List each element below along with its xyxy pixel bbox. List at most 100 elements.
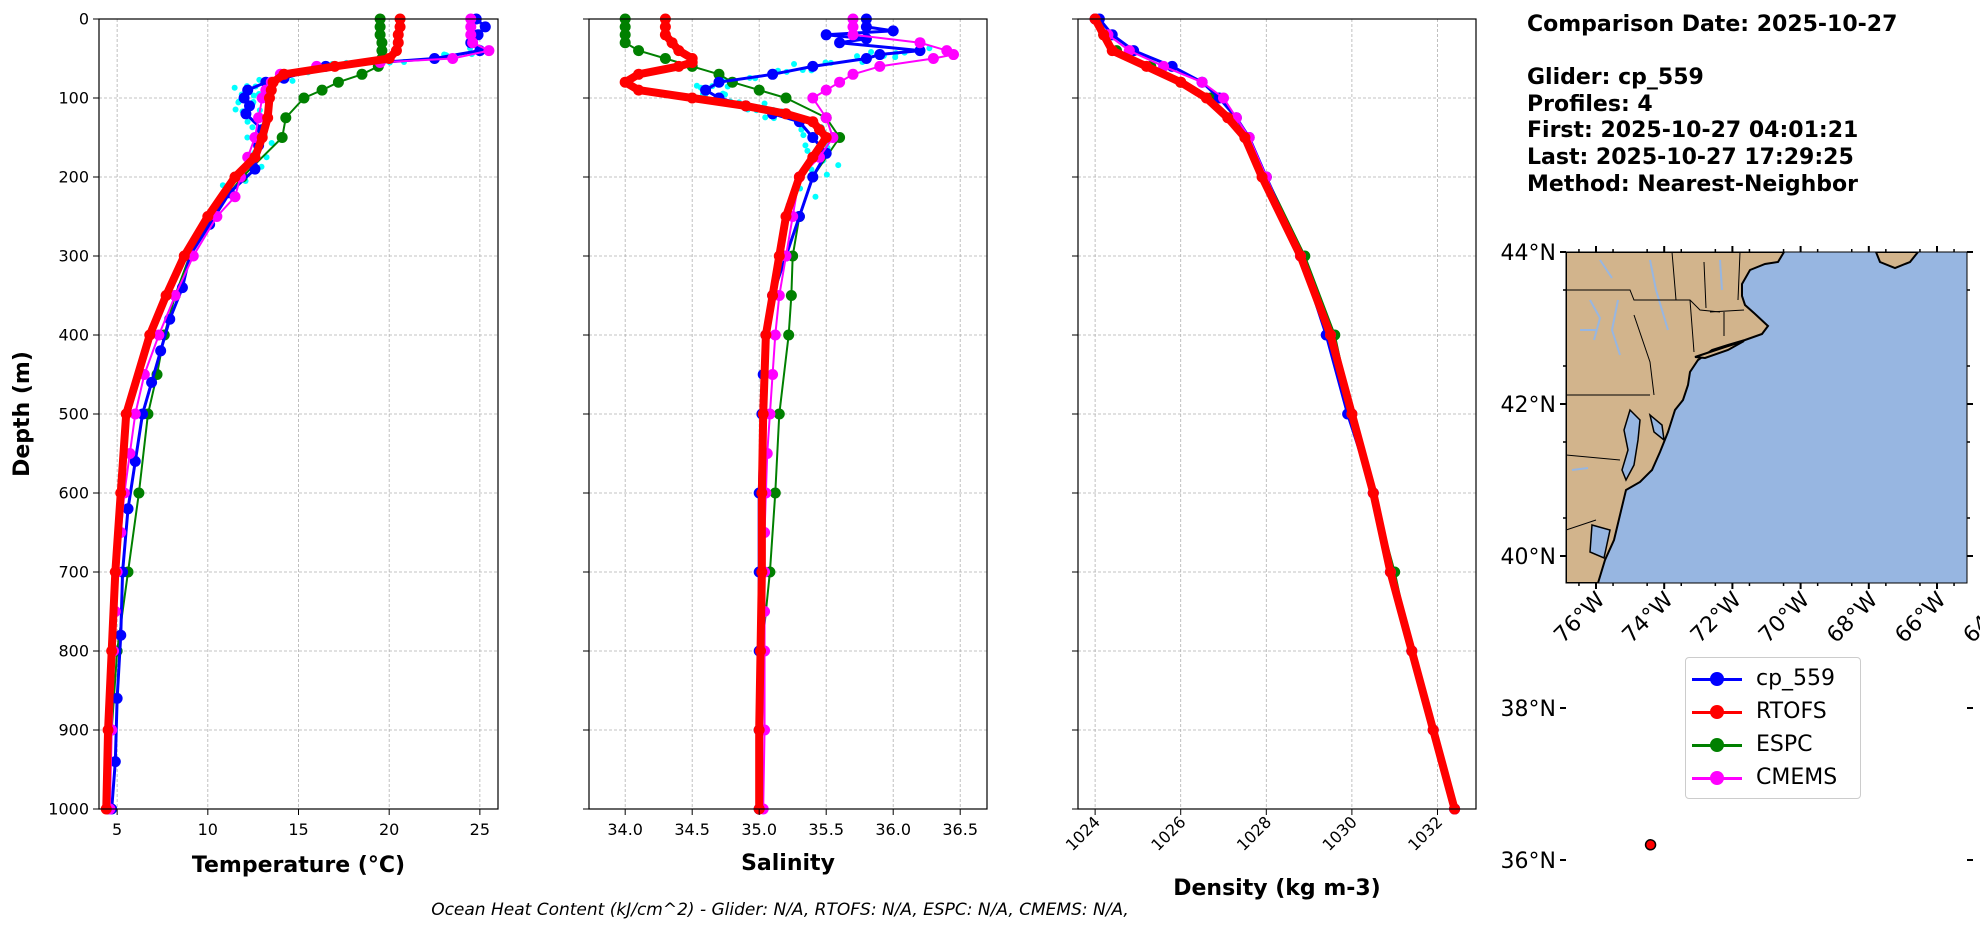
data-point <box>874 60 886 72</box>
glider-raw-point <box>868 48 875 55</box>
data-point <box>278 68 290 80</box>
data-point <box>773 250 785 262</box>
data-point <box>700 84 712 96</box>
x-tick-label: 1030 <box>1318 812 1360 854</box>
data-point <box>914 45 926 57</box>
last-profile-time: Last: 2025-10-27 17:29:25 <box>1527 144 1854 170</box>
map-state-borders <box>1566 252 1745 531</box>
data-point <box>447 53 459 64</box>
map-lat-label: 44°N <box>1501 241 1556 266</box>
data-point <box>785 290 797 301</box>
glider-raw-point <box>244 134 251 141</box>
data-point <box>820 84 832 96</box>
data-point <box>767 290 779 301</box>
data-point <box>807 92 819 104</box>
data-point <box>1427 724 1439 736</box>
legend-swatch <box>1692 702 1742 722</box>
data-point <box>813 124 825 136</box>
y-tick-label: 200 <box>58 168 89 187</box>
legend-swatch <box>1692 669 1742 689</box>
data-point <box>783 329 795 341</box>
y-tick-label: 900 <box>58 721 89 740</box>
data-point <box>713 68 725 80</box>
data-point <box>1175 76 1187 88</box>
legend-label: RTOFS <box>1756 699 1827 724</box>
map-rivers <box>1571 259 1723 471</box>
data-point <box>756 487 768 499</box>
series-cmems <box>757 13 959 815</box>
data-point <box>820 132 832 143</box>
profile-panel-2: 34.0 34.5 35.0 35.5 36.0 36.5 Salinity <box>583 13 988 876</box>
profile-panel-1: 0 100 200 300 400 500 600 700 800 900 1000 5 10 15 20 2… <box>10 10 499 878</box>
data-point <box>316 84 328 96</box>
data-point <box>229 191 241 203</box>
comparison-date: Comparison Date: 2025-10-27 <box>1527 12 1898 37</box>
y-tick-label: 300 <box>58 247 89 266</box>
data-point <box>686 56 698 68</box>
data-point <box>1384 566 1396 578</box>
glider-raw-point <box>823 171 830 178</box>
data-point <box>253 112 265 124</box>
data-point <box>807 116 819 128</box>
map-land-mainland <box>1566 252 1786 583</box>
map-lat-label: 40°N <box>1501 545 1556 570</box>
x-tick-label: 35.0 <box>741 820 777 839</box>
data-point <box>465 21 477 33</box>
data-point <box>483 45 495 57</box>
data-point <box>392 29 404 41</box>
glider-position-marker <box>1644 839 1657 851</box>
comparison-info: Comparison Date: 2025-10-27 Glider: cp_5… <box>1527 12 1897 198</box>
data-point <box>756 566 768 578</box>
data-point <box>202 211 214 222</box>
first-profile-time: First: 2025-10-27 04:01:21 <box>1527 118 1859 144</box>
data-point <box>249 163 261 175</box>
data-point <box>773 408 785 420</box>
data-point <box>820 29 832 41</box>
legend-entry: CMEMS <box>1692 761 1854 794</box>
data-point <box>1406 645 1418 657</box>
x-tick-label: 20 <box>379 820 399 839</box>
x-axis-label: Density (kg m-3) <box>1173 876 1381 901</box>
profile-panel-3: 1024 1026 1028 1030 1032 Density (kg m-3) <box>1062 13 1477 901</box>
data-point <box>947 49 959 61</box>
interpolation-method: Method: Nearest-Neighbor <box>1527 171 1858 197</box>
glider-raw-point <box>231 84 238 91</box>
data-point <box>106 645 118 657</box>
glider-raw-point <box>249 124 256 131</box>
data-point <box>914 37 926 49</box>
data-point <box>633 84 645 96</box>
y-tick-label: 500 <box>58 405 89 424</box>
glider-raw-point <box>854 53 861 60</box>
data-point <box>927 53 939 64</box>
data-point <box>467 37 479 49</box>
data-point <box>1106 45 1118 57</box>
data-point <box>240 108 252 120</box>
data-point <box>146 376 158 388</box>
legend-entry: cp_559 <box>1692 662 1854 695</box>
glider-name: Glider: cp_559 <box>1527 65 1704 91</box>
ocean-heat-content-footer: Ocean Heat Content (kJ/cm^2) - Glider: N… <box>431 900 1129 920</box>
data-point <box>780 92 792 104</box>
legend-label: cp_559 <box>1756 666 1836 691</box>
data-point <box>262 112 274 124</box>
data-point <box>633 68 645 80</box>
legend-entry: ESPC <box>1692 728 1854 761</box>
data-point <box>659 53 671 64</box>
data-point <box>1218 92 1230 104</box>
data-point <box>673 60 685 72</box>
data-point <box>374 21 386 33</box>
glider-raw-point <box>802 142 809 149</box>
data-point <box>178 250 190 262</box>
y-tick-label: 400 <box>58 326 89 345</box>
glider-raw-point <box>791 61 798 68</box>
data-point <box>769 487 781 499</box>
data-point <box>263 92 275 104</box>
legend-entry: RTOFS <box>1692 695 1854 728</box>
map-lat-label: 38°N <box>1501 697 1556 722</box>
data-point <box>659 21 671 33</box>
x-tick-label: 15 <box>288 820 308 839</box>
data-point <box>1367 487 1379 499</box>
data-point <box>633 45 645 57</box>
map-lat-label: 42°N <box>1501 393 1556 418</box>
data-point <box>276 132 288 143</box>
